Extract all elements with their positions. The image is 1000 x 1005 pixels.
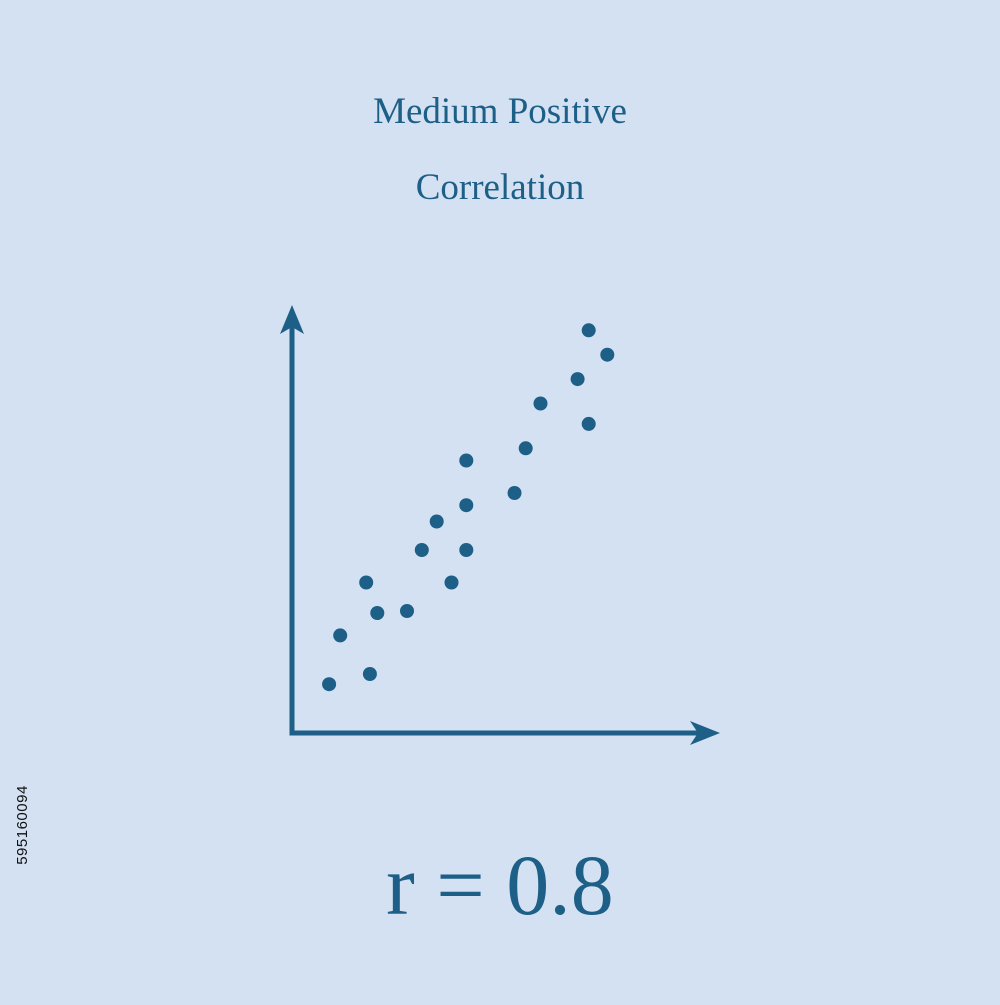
data-point-4 [359, 575, 374, 590]
data-point-12 [459, 453, 474, 468]
data-point-5 [370, 606, 385, 620]
x-axis-arrowhead [690, 721, 720, 745]
data-point-11 [459, 498, 474, 513]
data-points [322, 323, 615, 692]
data-point-6 [400, 604, 414, 618]
data-point-15 [533, 396, 548, 411]
data-point-13 [507, 486, 522, 500]
data-point-9 [444, 575, 459, 590]
chart-title-line-2: Correlation [415, 167, 585, 208]
data-point-16 [570, 372, 585, 387]
chart-title-line-1: Medium Positive [373, 91, 627, 132]
data-point-2 [333, 628, 348, 643]
data-point-14 [518, 441, 533, 456]
data-point-10 [459, 543, 474, 557]
data-point-19 [600, 347, 615, 362]
data-point-18 [581, 323, 596, 338]
data-point-17 [581, 416, 596, 431]
y-axis-arrowhead [280, 305, 304, 334]
data-point-8 [429, 514, 444, 529]
data-point-1 [322, 677, 337, 692]
chart-title: Medium Positive Correlation [0, 74, 1000, 226]
data-point-3 [362, 667, 377, 681]
axes [280, 305, 720, 745]
correlation-formula: r = 0.8 [386, 837, 614, 933]
data-point-7 [414, 543, 429, 557]
